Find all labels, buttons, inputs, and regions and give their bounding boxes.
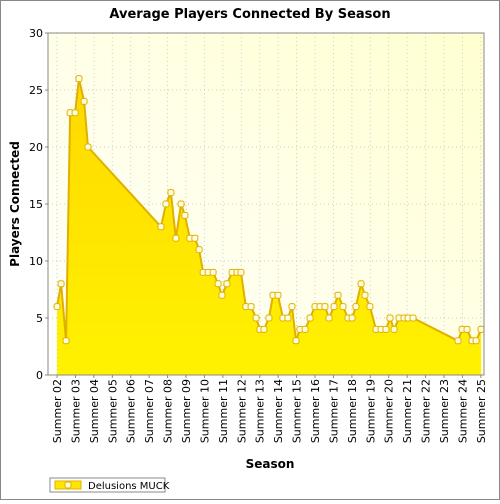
x-tick-label: Summer 17 <box>327 379 340 443</box>
marker <box>214 280 222 288</box>
x-tick-label: Summer 23 <box>438 379 451 443</box>
marker <box>167 189 175 197</box>
marker <box>71 109 79 117</box>
legend-marker <box>64 481 72 489</box>
marker <box>252 314 260 322</box>
x-axis-title: Season <box>246 457 295 471</box>
y-tick-label: 10 <box>29 255 43 268</box>
marker <box>472 337 480 345</box>
marker <box>357 280 365 288</box>
marker <box>80 97 88 105</box>
x-tick-label: Summer 25 <box>475 379 488 443</box>
marker <box>162 200 170 208</box>
marker <box>177 200 185 208</box>
y-tick-label: 5 <box>36 312 43 325</box>
marker <box>223 280 231 288</box>
x-tick-label: Summer 18 <box>346 379 359 443</box>
x-tick-label: Summer 05 <box>106 379 119 443</box>
y-tick-label: 25 <box>29 84 43 97</box>
x-tick-label: Summer 19 <box>364 379 377 443</box>
marker <box>260 325 268 333</box>
x-tick-label: Summer 13 <box>254 379 267 443</box>
y-tick-label: 15 <box>29 198 43 211</box>
marker <box>237 268 245 276</box>
marker <box>288 303 296 311</box>
x-tick-label: Summer 12 <box>235 379 248 443</box>
marker <box>172 234 180 242</box>
x-tick-label: Summer 10 <box>198 379 211 443</box>
marker <box>75 75 83 83</box>
marker <box>348 314 356 322</box>
marker <box>53 303 61 311</box>
chart-title: Average Players Connected By Season <box>109 7 390 22</box>
marker <box>195 246 203 254</box>
area <box>57 78 482 375</box>
x-tick-label: Summer 21 <box>401 379 414 443</box>
marker <box>209 268 217 276</box>
x-tick-label: Summer 14 <box>272 379 285 443</box>
marker <box>284 314 292 322</box>
x-tick-label: Summer 16 <box>309 379 322 443</box>
marker <box>181 211 189 219</box>
marker <box>191 234 199 242</box>
x-tick-label: Summer 06 <box>125 379 138 443</box>
x-tick-label: Summer 04 <box>88 379 101 443</box>
plot-border <box>47 32 485 376</box>
y-axis-title: Players Connected <box>8 141 22 267</box>
y-tick-label: 0 <box>36 369 43 382</box>
y-tick-label: 20 <box>29 141 43 154</box>
y-tick-label: 30 <box>29 27 43 40</box>
x-tick-label: Summer 20 <box>383 379 396 443</box>
marker <box>390 325 398 333</box>
marker <box>386 314 394 322</box>
marker <box>409 314 417 322</box>
x-tick-label: Summer 07 <box>143 379 156 443</box>
x-tick-label: Summer 11 <box>217 379 230 443</box>
marker <box>463 325 471 333</box>
marker <box>84 143 92 151</box>
legend: Delusions MUCK <box>49 477 170 493</box>
marker <box>382 325 390 333</box>
marker <box>306 314 314 322</box>
marker <box>265 314 273 322</box>
x-tick-label: Summer 02 <box>51 379 64 443</box>
marker <box>366 303 374 311</box>
legend-label: Delusions MUCK <box>88 481 170 492</box>
marker <box>301 325 309 333</box>
marker <box>247 303 255 311</box>
x-tick-label: Summer 03 <box>69 379 82 443</box>
marker <box>157 223 165 231</box>
marker <box>325 314 333 322</box>
marker <box>352 303 360 311</box>
marker <box>334 291 342 299</box>
marker <box>477 325 485 333</box>
marker <box>62 337 70 345</box>
marker <box>330 303 338 311</box>
marker <box>361 291 369 299</box>
x-tick-label: Summer 22 <box>420 379 433 443</box>
marker <box>454 337 462 345</box>
marker <box>339 303 347 311</box>
marker <box>57 280 65 288</box>
marker <box>321 303 329 311</box>
x-tick-label: Summer 24 <box>456 379 469 443</box>
x-tick-label: Summer 09 <box>180 379 193 443</box>
x-tick-label: Summer 08 <box>162 379 175 443</box>
x-tick-label: Summer 15 <box>291 379 304 443</box>
marker <box>218 291 226 299</box>
marker <box>274 291 282 299</box>
marker <box>292 337 300 345</box>
